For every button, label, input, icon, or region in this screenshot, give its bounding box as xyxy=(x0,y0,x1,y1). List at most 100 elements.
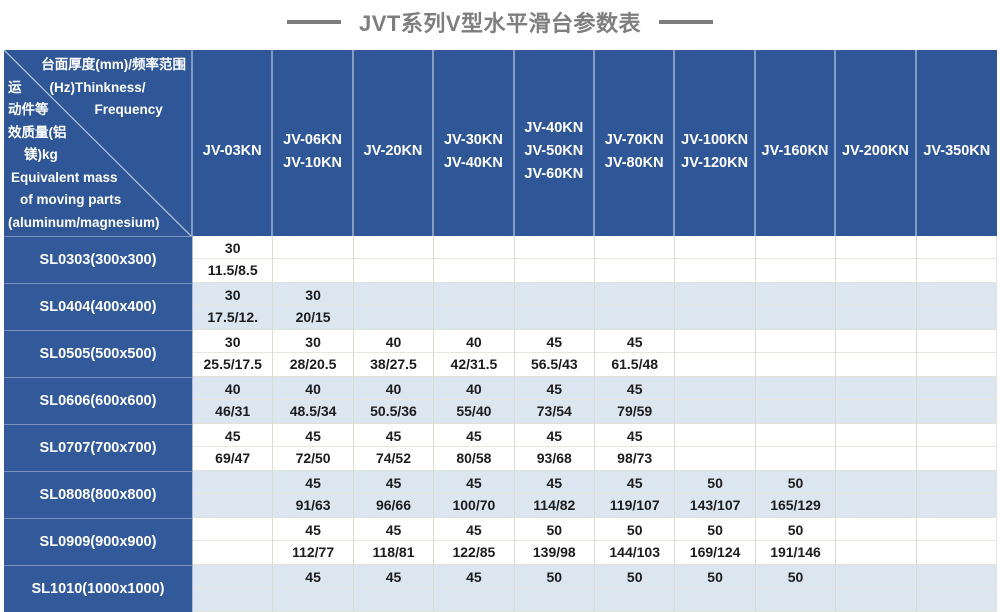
column-header-label: JV-20KN xyxy=(363,143,423,159)
frequency-value xyxy=(675,588,754,611)
frequency-value xyxy=(917,588,996,611)
corner-label: of moving parts xyxy=(20,192,122,208)
thickness-value: 45 xyxy=(514,471,594,494)
data-cell: 45 69/47 xyxy=(193,424,274,471)
data-cell: 45 96/66 xyxy=(353,471,435,518)
thickness-value: 50 xyxy=(675,471,755,494)
frequency-value xyxy=(434,588,513,611)
column-header: JV-40KN JV-50KN JV-60KN xyxy=(514,50,595,236)
data-cell: 30 20/15 xyxy=(273,283,354,330)
frequency-value xyxy=(756,353,835,376)
thickness-value xyxy=(916,330,996,353)
column-header-label: JV-50KN xyxy=(524,143,584,159)
frequency-value xyxy=(354,588,433,611)
table-row: SL0505(500x500) 30 25.5/17.5 30 28/20.5 40 38/… xyxy=(4,330,997,377)
frequency-value xyxy=(836,353,915,376)
frequency-value xyxy=(917,494,996,517)
data-cell: 40 42/31.5 xyxy=(434,330,515,377)
data-cell xyxy=(675,283,756,330)
data-cell xyxy=(595,283,676,330)
frequency-value: 96/66 xyxy=(375,497,412,513)
data-cell xyxy=(434,283,515,330)
thickness-value: 45 xyxy=(514,424,594,447)
data-cell: 45 79/59 xyxy=(595,377,676,424)
data-cell xyxy=(675,236,756,283)
thickness-value xyxy=(675,377,755,400)
frequency-value xyxy=(434,306,513,329)
thickness-value: 45 xyxy=(514,330,594,353)
diagonal-line xyxy=(4,50,191,236)
thickness-value: 30 xyxy=(193,236,273,259)
thickness-value: 30 xyxy=(273,330,353,353)
frequency-value xyxy=(354,259,433,282)
frequency-value xyxy=(756,588,835,611)
thickness-value xyxy=(434,283,514,306)
frequency-value xyxy=(917,353,996,376)
column-header-label: JV-10KN xyxy=(283,154,343,171)
frequency-value: 38/27.5 xyxy=(370,356,417,372)
column-header-label: JV-350KN xyxy=(923,143,991,159)
frequency-value xyxy=(917,400,996,423)
data-cell xyxy=(675,377,756,424)
frequency-value: 74/52 xyxy=(375,450,412,466)
frequency-value: 191/146 xyxy=(770,544,821,560)
column-header: JV-200KN xyxy=(836,50,917,236)
thickness-value xyxy=(514,283,594,306)
thickness-value xyxy=(434,236,514,259)
thickness-value: 40 xyxy=(193,377,273,400)
frequency-value xyxy=(675,259,754,282)
data-cell xyxy=(916,283,997,330)
corner-label: (Hz)Thinkness/ xyxy=(49,79,146,95)
frequency-value: 56.5/43 xyxy=(530,356,578,372)
row-label: SL0303(300x300) xyxy=(4,236,193,283)
data-cell: 40 46/31 xyxy=(193,377,274,424)
title-dash-right xyxy=(659,20,714,24)
row-label: SL0606(600x600) xyxy=(4,377,193,424)
frequency-value: 118/81 xyxy=(372,544,415,560)
table-row: SL0909(900x900) 45 112/77 45 118/81 45 122/85 5… xyxy=(4,518,997,565)
frequency-value: 112/77 xyxy=(292,544,335,560)
thickness-value xyxy=(755,424,836,447)
data-cell xyxy=(193,471,274,518)
thickness-value xyxy=(675,283,755,306)
thickness-value xyxy=(836,377,916,400)
frequency-value xyxy=(836,259,915,282)
thickness-value: 45 xyxy=(595,424,675,447)
row-label: SL0404(400x400) xyxy=(4,283,193,330)
row-label: SL0808(800x800) xyxy=(4,471,193,518)
thickness-value xyxy=(353,283,434,306)
thickness-value: 30 xyxy=(193,283,273,306)
frequency-value xyxy=(917,541,996,564)
data-cell: 40 38/27.5 xyxy=(353,330,435,377)
data-cell: 50 191/146 xyxy=(755,518,837,565)
thickness-value: 45 xyxy=(353,424,434,447)
thickness-value: 50 xyxy=(514,565,594,588)
column-header: JV-03KN xyxy=(193,50,274,236)
data-cell: 45 112/77 xyxy=(273,518,354,565)
frequency-value: 17.5/12. xyxy=(207,309,258,325)
table-row: SL0707(700x700) 45 69/47 45 72/50 45 74/52 45 80… xyxy=(4,424,997,471)
frequency-value xyxy=(836,306,915,329)
corner-label: 运 xyxy=(8,79,22,95)
corner-label: (aluminum/magnesium) xyxy=(8,214,160,230)
corner-label: 动件等 xyxy=(8,102,49,118)
column-header-label: JV-160KN xyxy=(761,143,829,159)
data-cell: 45 61.5/48 xyxy=(595,330,676,377)
thickness-value: 45 xyxy=(193,424,273,447)
data-cell: 45 119/107 xyxy=(595,471,676,518)
frequency-value: 42/31.5 xyxy=(450,356,498,372)
thickness-value xyxy=(836,565,916,588)
data-cell xyxy=(675,330,756,377)
corner-label: 效质量(铝 xyxy=(8,124,67,140)
parameter-table: 台面厚度(mm)/频率范围 运 (Hz)Thinkness/ 动件等 Frequ… xyxy=(4,50,997,612)
frequency-value: 100/70 xyxy=(452,497,496,513)
column-header-label: JV-120KN xyxy=(681,154,749,171)
data-cell: 45 118/81 xyxy=(353,518,435,565)
frequency-value xyxy=(515,588,594,611)
data-cell: 30 28/20.5 xyxy=(273,330,354,377)
data-cell: 50 143/107 xyxy=(675,471,756,518)
frequency-value xyxy=(193,588,272,611)
column-header: JV-70KN JV-80KN xyxy=(595,50,676,236)
thickness-value: 45 xyxy=(595,377,675,400)
frequency-value xyxy=(836,541,915,564)
